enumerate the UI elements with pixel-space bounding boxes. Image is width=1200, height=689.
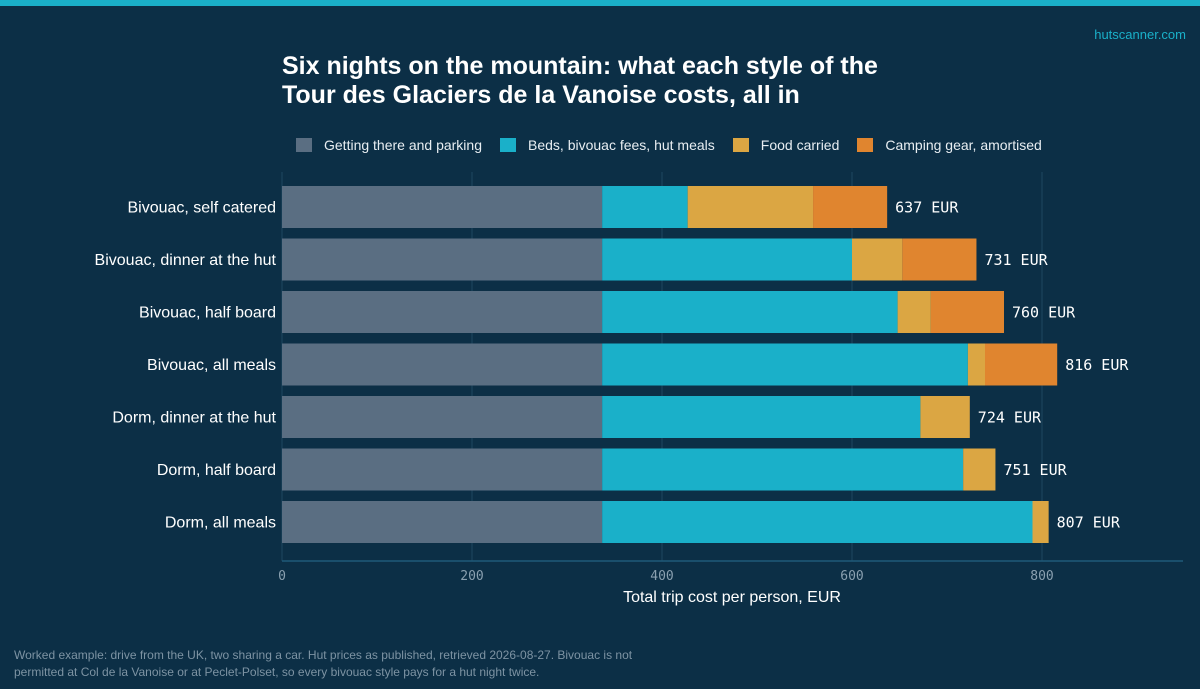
bar-segment [282, 238, 603, 281]
bar-segment [602, 501, 1033, 543]
category-label: Dorm, dinner at the hut [112, 410, 276, 427]
legend-swatch [500, 138, 516, 152]
bar-segment [985, 343, 1058, 386]
footnote-line-2: permitted at Col de la Vanoise or at Pec… [14, 665, 540, 679]
total-label: 751 EUR [1003, 461, 1067, 479]
legend-swatch [732, 138, 749, 152]
x-axis-title: Total trip cost per person, EUR [623, 589, 841, 606]
category-label: Bivouac, half board [139, 305, 276, 322]
x-tick-label: 0 [278, 569, 286, 584]
total-label: 816 EUR [1065, 356, 1129, 374]
category-label: Dorm, all meals [165, 515, 276, 532]
brand-link[interactable]: hutscanner.com [1094, 27, 1186, 42]
legend-swatch [296, 138, 312, 152]
bar-segment [282, 343, 603, 386]
bar-segment [920, 396, 970, 438]
bar-segment [602, 448, 964, 491]
bar-segment [282, 186, 603, 228]
bar-segment [602, 291, 898, 333]
total-label: 807 EUR [1057, 514, 1121, 532]
bar-segment [963, 448, 996, 491]
bar-segment [282, 448, 603, 491]
footnote-line-1: Worked example: drive from the UK, two s… [14, 648, 633, 662]
x-tick-label: 400 [650, 569, 673, 584]
legend-item-camping-gear: Camping gear, amortised [857, 137, 1042, 153]
legend-label: Food carried [760, 137, 840, 153]
bar-segment [902, 238, 977, 281]
x-tick-label: 600 [840, 569, 863, 584]
total-label: 760 EUR [1012, 304, 1076, 322]
bar-segment [602, 396, 921, 438]
bar-segment [282, 396, 603, 438]
chart-legend: Getting there and parking Beds, bivouac … [296, 136, 1060, 154]
legend-item-beds: Beds, bivouac fees, hut meals [500, 137, 715, 153]
bar-segment [282, 501, 603, 543]
bar-segment [930, 291, 1004, 333]
legend-swatch [857, 138, 874, 152]
bar-segment [602, 238, 852, 281]
bar-segment [852, 238, 903, 281]
bar-segment [687, 186, 814, 228]
category-label: Dorm, half board [157, 462, 276, 479]
legend-label: Beds, bivouac fees, hut meals [528, 137, 715, 153]
category-label: Bivouac, dinner at the hut [95, 252, 277, 269]
category-label: Bivouac, self catered [127, 200, 276, 217]
legend-label: Getting there and parking [324, 137, 482, 153]
footnote: Worked example: drive from the UK, two s… [14, 647, 714, 681]
legend-item-getting-there: Getting there and parking [296, 137, 482, 153]
bar-segment [602, 343, 968, 386]
top-accent-bar [0, 0, 1200, 6]
bar-segment [282, 291, 603, 333]
total-label: 731 EUR [984, 251, 1048, 269]
bar-segment [813, 186, 888, 228]
bar-segment [967, 343, 985, 386]
bar-segment [897, 291, 931, 333]
legend-item-food: Food carried [732, 137, 840, 153]
total-label: 724 EUR [978, 409, 1042, 427]
x-tick-label: 200 [460, 569, 483, 584]
chart-title: Six nights on the mountain: what each st… [282, 52, 982, 110]
legend-label: Camping gear, amortised [885, 137, 1042, 153]
x-tick-label: 800 [1030, 569, 1053, 584]
total-label: 637 EUR [895, 199, 959, 217]
chart-title-line-1: Six nights on the mountain: what each st… [282, 52, 878, 80]
bar-segment [602, 186, 688, 228]
bar-segment [1032, 501, 1049, 543]
category-label: Bivouac, all meals [147, 357, 276, 374]
chart-title-line-2: Tour des Glaciers de la Vanoise costs, a… [282, 81, 800, 109]
